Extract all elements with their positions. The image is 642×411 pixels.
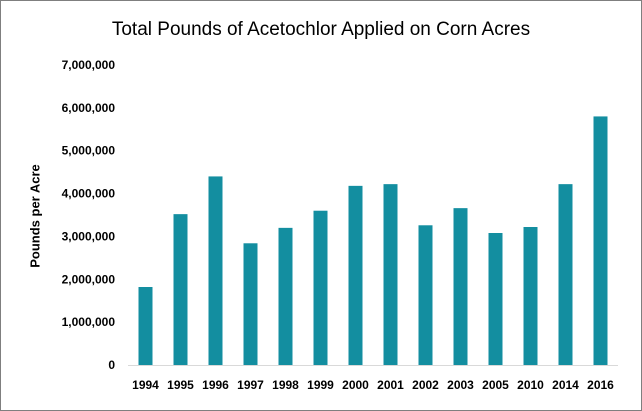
x-tick-label: 1995: [167, 378, 194, 392]
bar-1998: [278, 227, 293, 365]
x-tick-label: 2014: [552, 378, 579, 392]
y-tick-label: 7,000,000: [62, 58, 116, 72]
bar-2010: [523, 227, 538, 365]
bar-2000: [348, 185, 363, 365]
bar-1997: [243, 243, 258, 365]
bar-1995: [173, 214, 188, 365]
x-tick-label: 1997: [237, 378, 264, 392]
y-tick-label: 1,000,000: [62, 315, 116, 329]
x-tick-label: 2016: [587, 378, 614, 392]
bar-2005: [488, 233, 503, 365]
x-tick-label: 2005: [482, 378, 509, 392]
bar-2016: [593, 116, 608, 365]
bars: [138, 116, 608, 365]
y-tick-labels: 0 1,000,000 2,000,000 3,000,000 4,000,000 5,0…: [62, 58, 116, 372]
x-tick-label: 1999: [307, 378, 334, 392]
y-tick-label: 3,000,000: [62, 229, 116, 243]
y-tick-label: 6,000,000: [62, 101, 116, 115]
bar-2002: [418, 225, 433, 365]
y-tick-label: 5,000,000: [62, 144, 116, 158]
chart-title: Total Pounds of Acetochlor Applied on Co…: [111, 19, 531, 40]
y-tick-label: 2,000,000: [62, 272, 116, 286]
bar-2001: [383, 184, 398, 365]
x-tick-labels: 1994 1995 1996 1997 1998 1999 2000 2001 2002 2003…: [132, 378, 614, 392]
x-tick-label: 2000: [342, 378, 369, 392]
bar-2014: [558, 184, 573, 365]
x-tick-label: 1994: [132, 378, 159, 392]
x-tick-label: 2002: [412, 378, 439, 392]
bar-1996: [208, 176, 223, 365]
x-tick-label: 2010: [517, 378, 544, 392]
y-tick-label: 0: [108, 358, 115, 372]
bar-2003: [453, 208, 468, 365]
x-tick-label: 2003: [447, 378, 474, 392]
y-tick-label: 4,000,000: [62, 187, 116, 201]
x-tick-label: 1996: [202, 378, 229, 392]
x-tick-label: 1998: [272, 378, 299, 392]
bar-1999: [313, 210, 328, 365]
x-tick-label: 2001: [377, 378, 404, 392]
bar-1994: [138, 287, 153, 365]
